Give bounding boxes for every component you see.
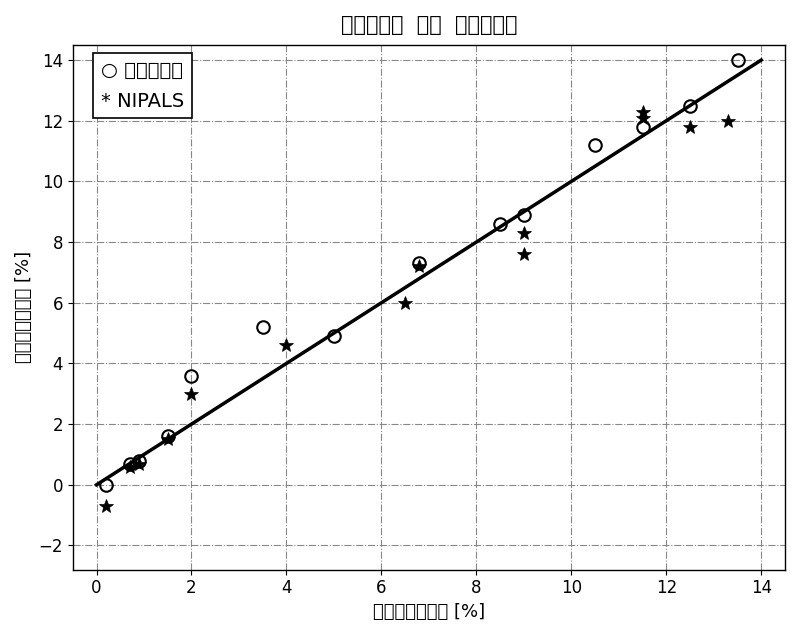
Y-axis label: 预计的酒精含量 [%]: 预计的酒精含量 [%] — [15, 251, 33, 363]
Title: 测得的数值  对比  预计的数值: 测得的数值 对比 预计的数值 — [341, 15, 517, 35]
Text: ○ 稀疏贝叶斯
* NIPALS: ○ 稀疏贝叶斯 * NIPALS — [102, 60, 185, 111]
X-axis label: 测得的酒精含量 [%]: 测得的酒精含量 [%] — [373, 603, 485, 621]
